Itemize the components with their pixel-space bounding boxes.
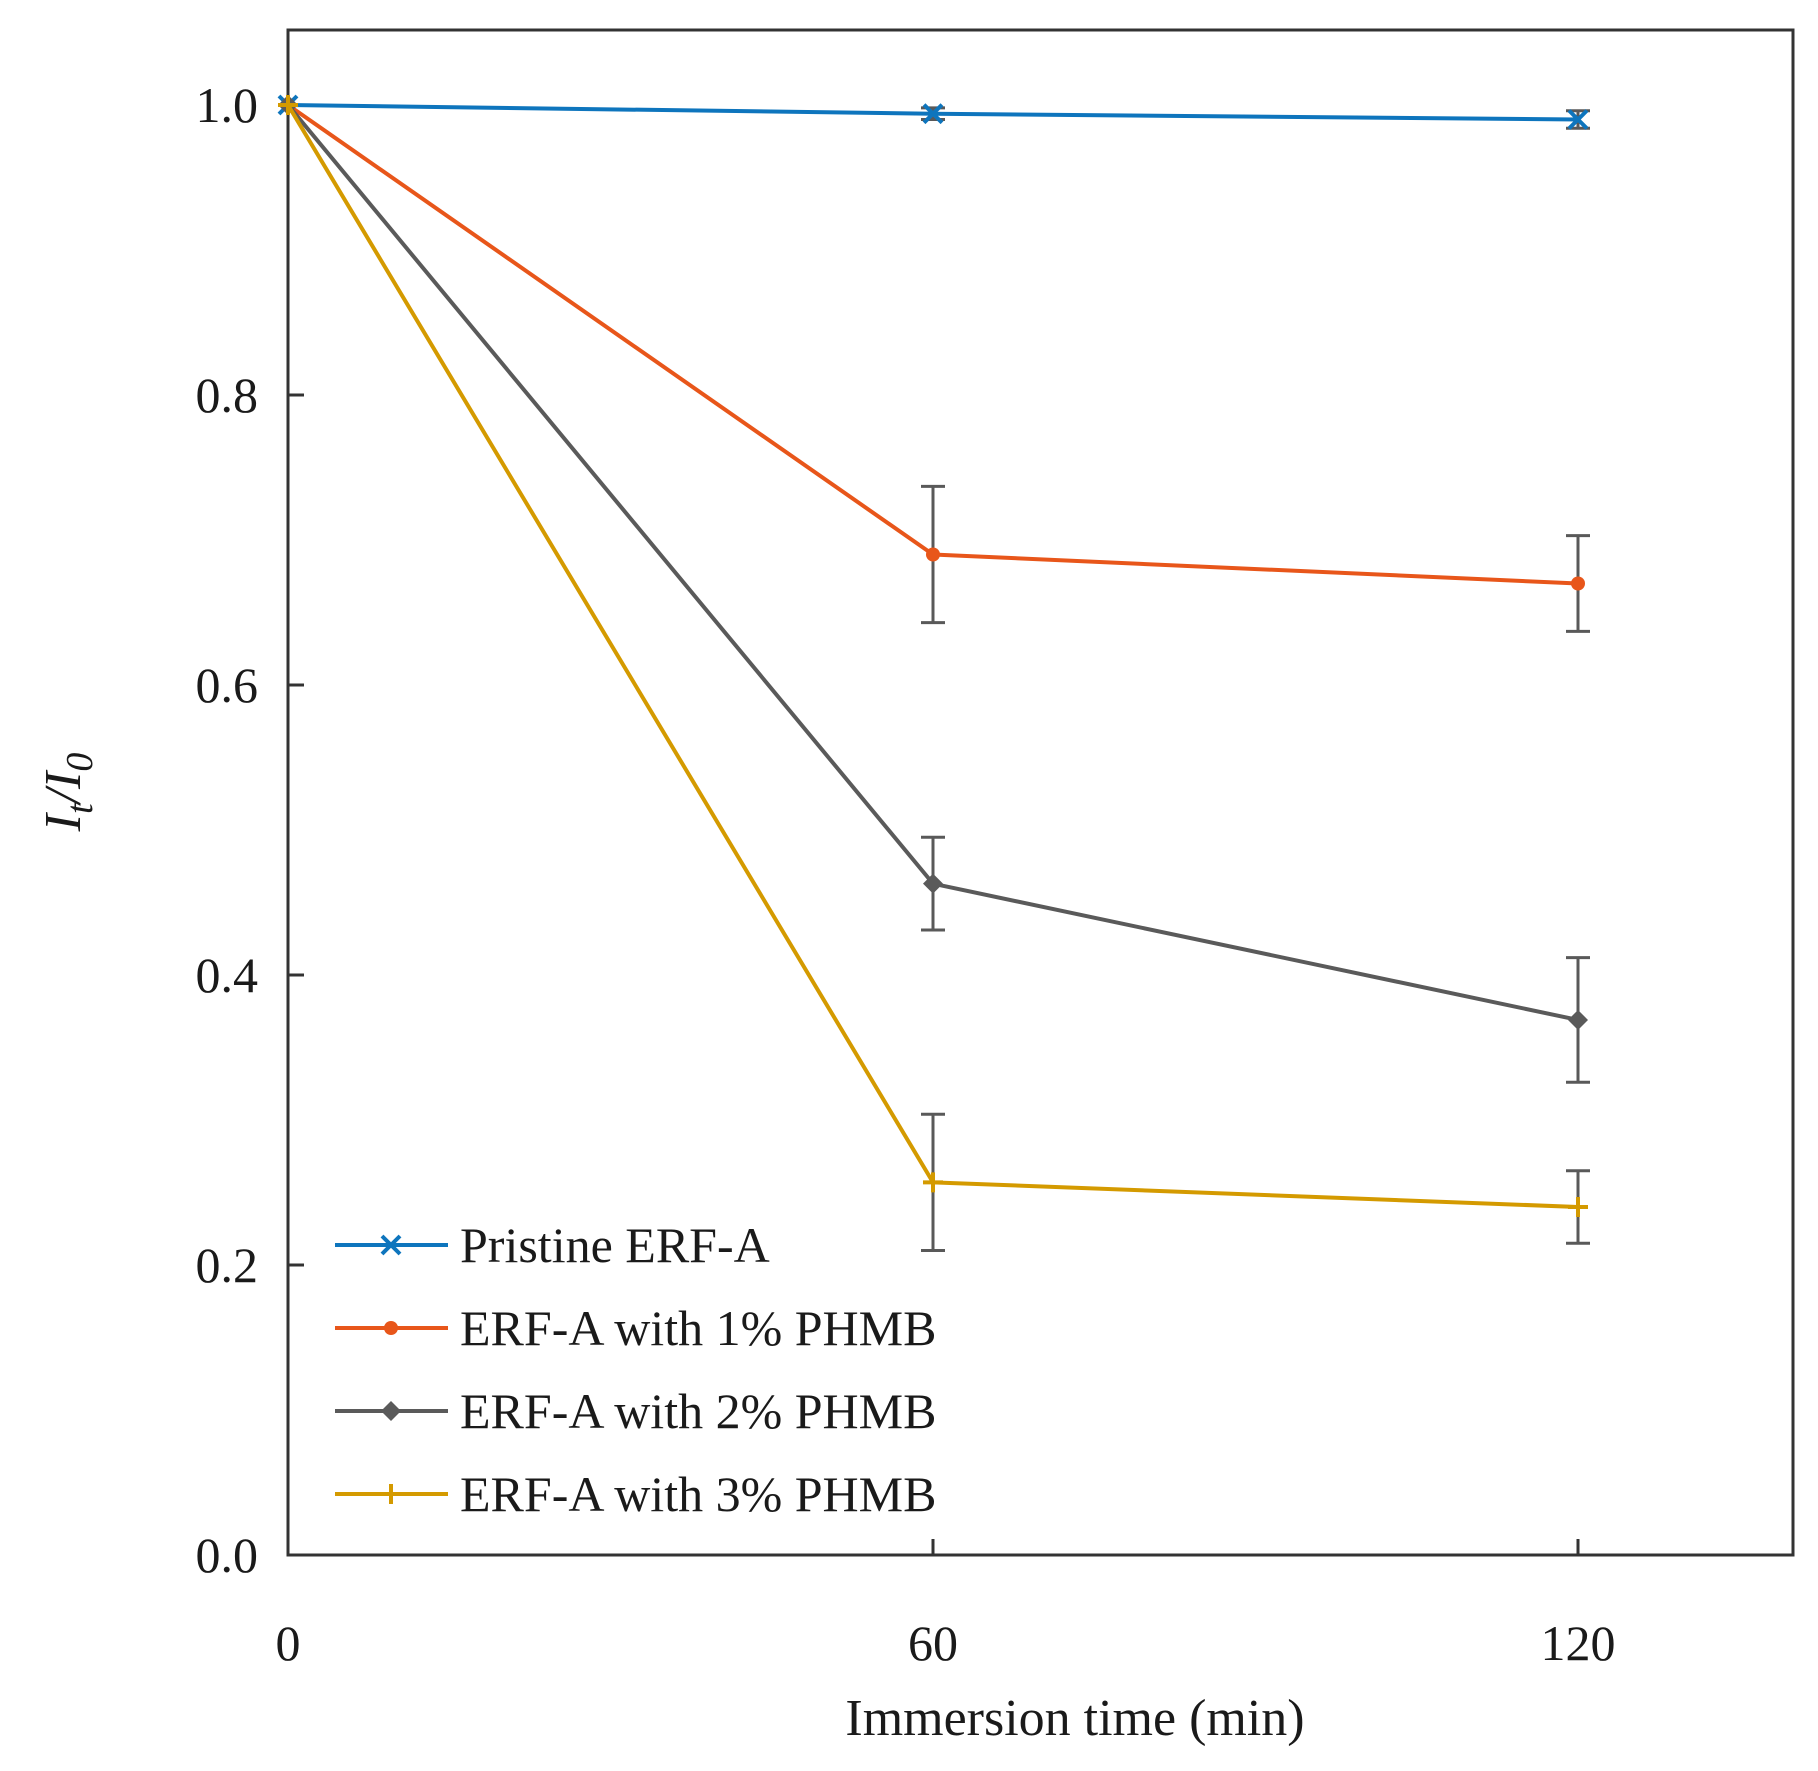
- data-point: [923, 1172, 943, 1193]
- legend: Pristine ERF-A ERF-A with 1% PHMB ERF-A wi…: [335, 1217, 936, 1522]
- legend-label: ERF-A with 3% PHMB: [460, 1466, 936, 1522]
- data-point: [1568, 1197, 1588, 1217]
- y-tick-label: 0.2: [196, 1237, 259, 1293]
- y-axis-title-sep: /I: [35, 769, 92, 806]
- data-point: [1568, 1009, 1588, 1030]
- x-axis: 0 60 120: [276, 1539, 1616, 1671]
- y-axis-title: It/I0: [35, 753, 101, 833]
- legend-item: ERF-A with 2% PHMB: [335, 1383, 936, 1439]
- legend-item: ERF-A with 3% PHMB: [335, 1466, 936, 1522]
- legend-item: ERF-A with 1% PHMB: [335, 1300, 936, 1356]
- data-point: [922, 103, 944, 125]
- plot-frame: [286, 28, 1795, 1557]
- series-3: [278, 95, 1590, 1084]
- legend-item: Pristine ERF-A: [335, 1217, 770, 1273]
- data-point: [923, 873, 943, 894]
- legend-label: ERF-A with 1% PHMB: [460, 1300, 936, 1356]
- legend-label: Pristine ERF-A: [460, 1217, 770, 1273]
- y-axis-title-main: I: [35, 811, 92, 832]
- y-axis-title-sub1: t: [59, 802, 101, 814]
- data-point: [1571, 576, 1585, 591]
- x-tick-label: 60: [908, 1615, 958, 1671]
- data-point: [1567, 109, 1589, 130]
- y-tick-label: 0.4: [196, 947, 259, 1003]
- legend-label: ERF-A with 2% PHMB: [460, 1383, 936, 1439]
- legend-swatch-marker: [381, 1401, 401, 1421]
- legend-swatch-marker: [381, 1484, 401, 1504]
- legend-swatch-marker: [384, 1321, 398, 1335]
- y-tick-label: 0.8: [196, 367, 259, 423]
- data-point: [926, 547, 940, 562]
- series-2: [281, 98, 1590, 633]
- series-4: [278, 95, 1590, 1252]
- y-axis: 0.0 0.2 0.4 0.6 0.8 1.0: [196, 77, 304, 1583]
- series-layer: [277, 94, 1590, 1252]
- legend-swatch-marker: [380, 1234, 402, 1256]
- x-axis-title: Immersion time (min): [845, 1690, 1304, 1747]
- x-tick-label: 120: [1541, 1615, 1616, 1671]
- series-line: [286, 103, 1579, 1209]
- y-tick-label: 1.0: [196, 77, 259, 133]
- y-axis-title-sub2: 0: [59, 753, 101, 772]
- y-tick-label: 0.0: [196, 1527, 259, 1583]
- y-tick-label: 0.6: [196, 657, 259, 713]
- series-1: [277, 94, 1590, 130]
- x-tick-label: 0: [276, 1615, 301, 1671]
- data-point: [278, 95, 298, 115]
